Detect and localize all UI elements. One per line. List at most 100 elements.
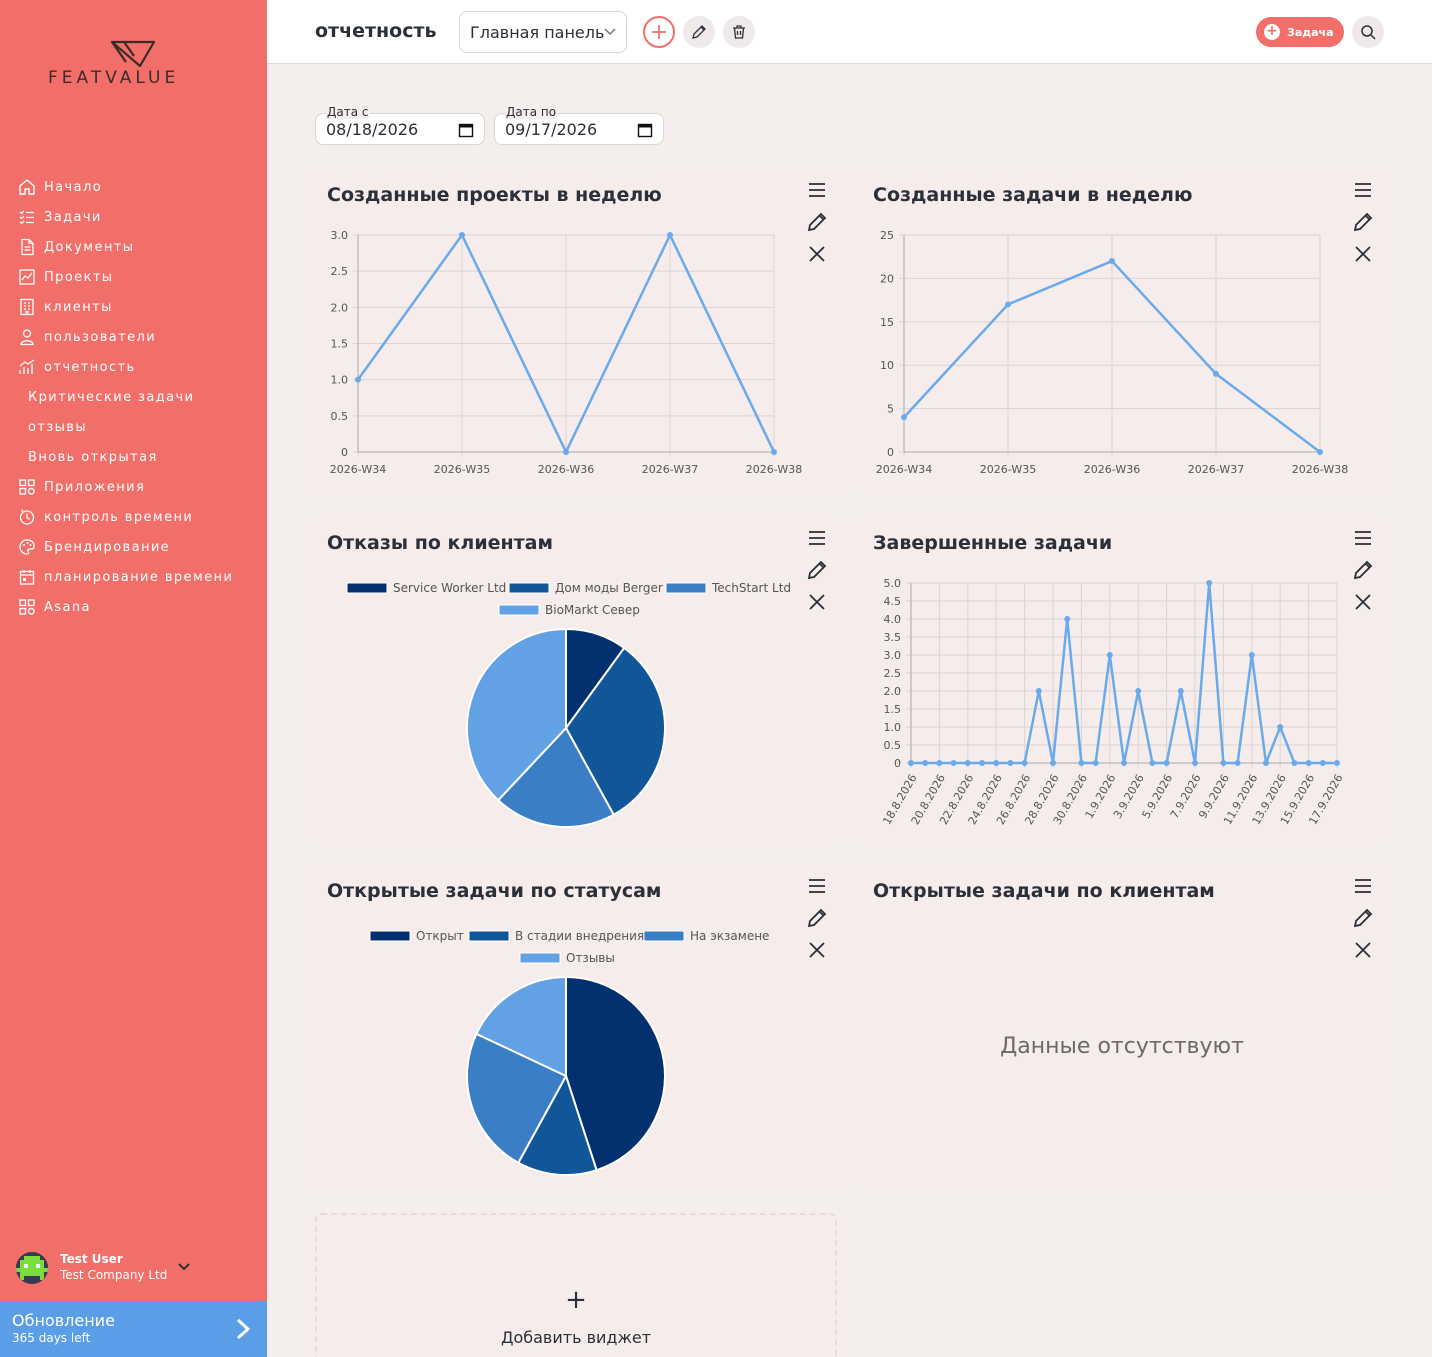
close-icon xyxy=(1355,246,1371,262)
date-to-label: Дата по xyxy=(505,105,558,119)
upgrade-title: Обновление xyxy=(12,1311,115,1330)
close-button[interactable] xyxy=(1351,938,1375,962)
sidebar-item[interactable]: Документы xyxy=(0,232,267,262)
menu-icon xyxy=(809,531,825,545)
clients-icon xyxy=(18,298,36,316)
x-tick-label: 2026-W34 xyxy=(876,463,932,476)
sidebar-item[interactable]: отзывы xyxy=(0,412,267,442)
edit-dashboard-button[interactable] xyxy=(683,16,715,48)
new-task-button[interactable]: + Задача xyxy=(1256,17,1344,47)
date-to-value: 09/17/2026 xyxy=(505,120,598,139)
palette-icon xyxy=(18,538,36,556)
rejections-pie-chart: Service Worker Ltd Дом моды Berger TechSta… xyxy=(346,581,791,828)
sidebar-item[interactable]: Asana xyxy=(0,592,267,622)
data-point xyxy=(1305,760,1312,766)
sidebar-item[interactable]: пользователи xyxy=(0,322,267,352)
data-point xyxy=(1263,760,1269,766)
menu-button[interactable] xyxy=(805,526,829,550)
data-point xyxy=(1206,580,1213,586)
menu-button[interactable] xyxy=(1351,178,1375,202)
add-widget-button[interactable]: + Добавить виджет xyxy=(315,1213,837,1357)
projects-line-chart: 0 0.5 1.0 1.5 2.0 2.5 3.0 2026-W34 2026-W35 2026-… xyxy=(330,229,802,476)
pie-slice xyxy=(516,1073,598,1176)
pencil-button[interactable] xyxy=(1351,558,1375,582)
pencil-button[interactable] xyxy=(1351,906,1375,930)
sidebar-item[interactable]: Задачи xyxy=(0,202,267,232)
no-data-message: Данные отсутствуют xyxy=(1000,1034,1244,1059)
y-tick-label: 1.0 xyxy=(884,721,902,734)
close-button[interactable] xyxy=(805,590,829,614)
upgrade-banner[interactable]: Обновление 365 days left xyxy=(0,1301,267,1357)
y-tick-label: 4.0 xyxy=(884,613,902,626)
menu-button[interactable] xyxy=(805,178,829,202)
menu-button[interactable] xyxy=(1351,526,1375,550)
sidebar-item[interactable]: Брендирование xyxy=(0,532,267,562)
legend-label: Отзывы xyxy=(566,951,615,965)
sidebar-item[interactable]: планирование времени xyxy=(0,562,267,592)
menu-icon xyxy=(1355,531,1371,545)
apps-icon xyxy=(18,478,36,496)
x-tick-label: 2026-W34 xyxy=(330,463,386,476)
data-point xyxy=(908,760,914,766)
delete-dashboard-button[interactable] xyxy=(723,16,755,48)
x-tick-label: 2026-W35 xyxy=(434,463,490,476)
data-point xyxy=(1050,760,1056,766)
user-menu[interactable]: Test User Test Company Ltd xyxy=(16,1250,256,1290)
brand-name: FEATVALUE xyxy=(48,68,180,88)
brand-logo[interactable]: FEATVALUE xyxy=(46,40,221,90)
pencil-icon xyxy=(807,212,827,232)
sidebar-item[interactable]: Проекты xyxy=(0,262,267,292)
sidebar-item-label: Брендирование xyxy=(44,539,171,555)
calendar-icon[interactable] xyxy=(458,122,474,138)
widget-tasks-per-week: Созданные задачи в неделю 0 5 10 15 20 25 2026… xyxy=(861,170,1383,493)
sidebar-item[interactable]: контроль времени xyxy=(0,502,267,532)
search-button[interactable] xyxy=(1352,16,1384,48)
menu-button[interactable] xyxy=(805,874,829,898)
dashboard-select[interactable]: Главная панель xyxy=(459,11,627,53)
pencil-button[interactable] xyxy=(805,210,829,234)
calendar-icon[interactable] xyxy=(637,122,653,138)
chevron-right-icon xyxy=(236,1318,251,1340)
sidebar-item[interactable]: отчетность xyxy=(0,352,267,382)
y-tick-label: 5 xyxy=(887,403,894,416)
sidebar-item-label: контроль времени xyxy=(44,509,194,525)
close-button[interactable] xyxy=(1351,242,1375,266)
widget-projects-per-week: Созданные проекты в неделю 0 0.5 1.0 1.5 2.0… xyxy=(315,170,837,493)
sidebar-item[interactable]: Критические задачи xyxy=(0,382,267,412)
apps-icon xyxy=(18,598,36,616)
pencil-icon xyxy=(807,560,827,580)
data-point xyxy=(1007,760,1014,766)
date-from-field[interactable]: Дата с 08/18/2026 xyxy=(315,105,485,145)
y-tick-label: 3.0 xyxy=(884,649,902,662)
pencil-icon xyxy=(807,908,827,928)
sidebar-item[interactable]: Вновь открытая xyxy=(0,442,267,472)
pie-slice xyxy=(475,975,567,1078)
sidebar-item-label: отзывы xyxy=(28,419,88,435)
menu-button[interactable] xyxy=(1351,874,1375,898)
pencil-button[interactable] xyxy=(805,906,829,930)
close-button[interactable] xyxy=(1351,590,1375,614)
sidebar-item[interactable]: клиенты xyxy=(0,292,267,322)
sidebar-item-label: планирование времени xyxy=(44,569,234,585)
pie-slice xyxy=(466,1032,568,1165)
data-point xyxy=(1092,760,1099,766)
data-point xyxy=(1035,688,1042,694)
x-tick-label: 2026-W36 xyxy=(1084,463,1140,476)
add-dashboard-button[interactable] xyxy=(643,16,675,48)
sidebar-item[interactable]: Начало xyxy=(0,172,267,202)
date-to-field[interactable]: Дата по 09/17/2026 xyxy=(494,105,664,145)
close-button[interactable] xyxy=(805,938,829,962)
sidebar-item[interactable]: Приложения xyxy=(0,472,267,502)
data-point xyxy=(1109,258,1115,265)
chevron-down-icon[interactable] xyxy=(176,1258,192,1274)
menu-icon xyxy=(809,183,825,197)
close-button[interactable] xyxy=(805,242,829,266)
pie-slice xyxy=(466,627,567,802)
pencil-icon xyxy=(1353,908,1373,928)
pencil-button[interactable] xyxy=(805,558,829,582)
legend-label: В стадии внедрения xyxy=(515,929,644,943)
pencil-button[interactable] xyxy=(1351,210,1375,234)
x-tick-label: 2026-W37 xyxy=(1188,463,1244,476)
avatar xyxy=(16,1252,48,1284)
completed-line-chart: 00.51.01.52.02.53.03.54.04.55.018.8.2026… xyxy=(880,577,1345,827)
